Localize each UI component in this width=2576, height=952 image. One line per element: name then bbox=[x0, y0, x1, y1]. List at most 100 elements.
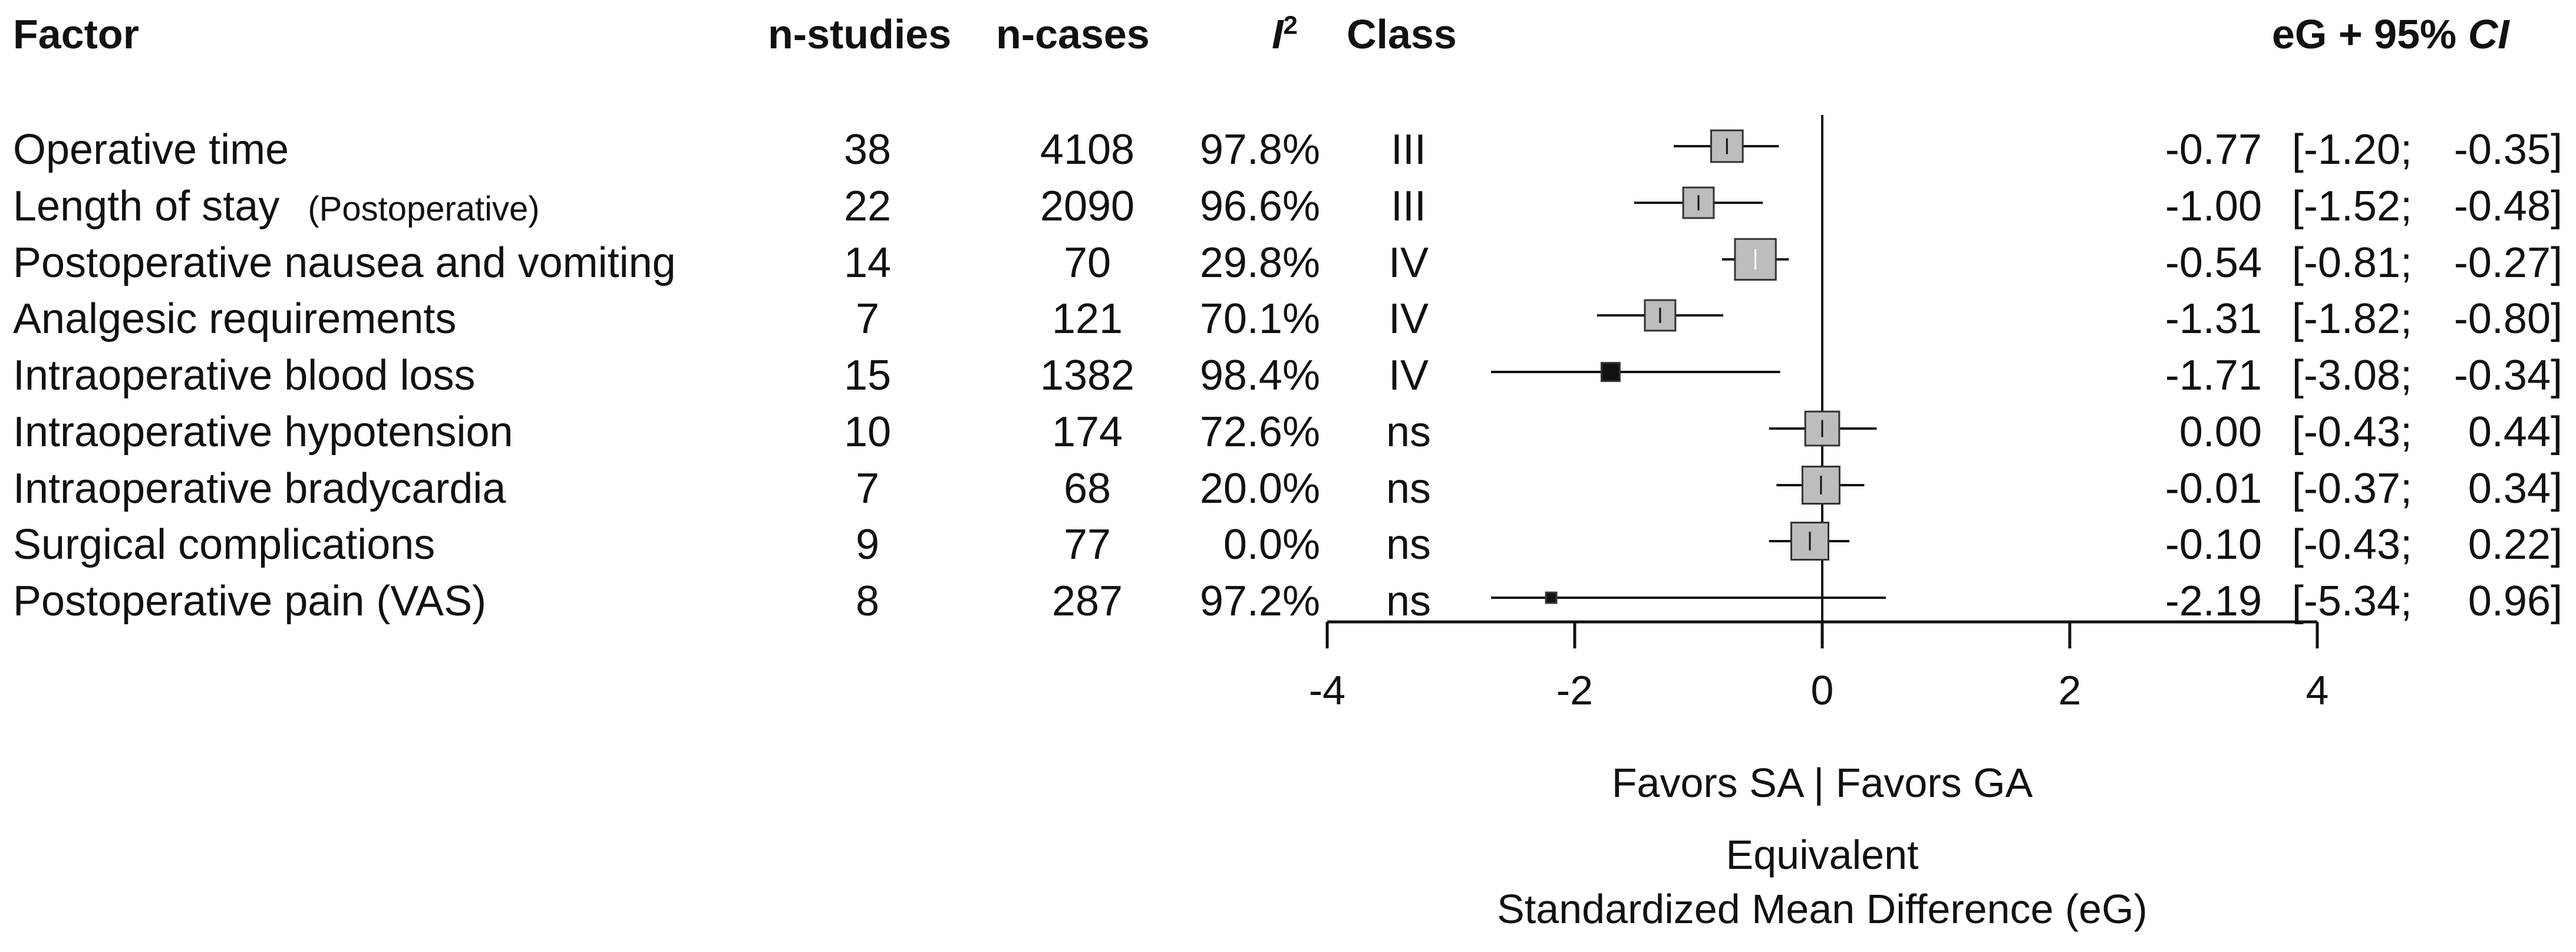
row-i2: 29.8% bbox=[1199, 239, 1320, 286]
x-tick-label: 4 bbox=[2306, 667, 2329, 713]
row-i2: 0.0% bbox=[1223, 521, 1320, 568]
row-eg-value: -0.01 bbox=[2165, 465, 2262, 512]
row-factor-note: (Postoperative) bbox=[308, 190, 540, 228]
row-n-cases: 121 bbox=[1051, 295, 1123, 342]
row-ci-upper: 0.22] bbox=[2468, 521, 2562, 568]
header-n-cases: n-cases bbox=[996, 11, 1150, 57]
row-n-cases: 77 bbox=[1063, 521, 1111, 568]
row-i2: 70.1% bbox=[1199, 295, 1320, 342]
header-factor: Factor bbox=[13, 11, 139, 57]
row-factor-label: Surgical complications bbox=[13, 521, 436, 568]
row-ci-lower: [-0.43; bbox=[2291, 521, 2412, 568]
row-class: III bbox=[1390, 126, 1427, 173]
row-i2: 98.4% bbox=[1199, 352, 1320, 399]
x-axis-title: Standardized Mean Difference (eG) bbox=[1497, 886, 2148, 932]
row-eg-value: -1.00 bbox=[2165, 183, 2262, 230]
row-n-cases: 2090 bbox=[1040, 183, 1135, 230]
row-ci-upper: -0.27] bbox=[2453, 239, 2562, 286]
row-n-studies: 10 bbox=[843, 409, 892, 456]
row-ci-upper: 0.34] bbox=[2468, 465, 2562, 512]
row-n-studies: 7 bbox=[855, 295, 880, 342]
row-factor-label: Analgesic requirements bbox=[13, 295, 457, 342]
row-eg-ci: 0.00 [-0.43; 0.44] bbox=[2179, 411, 2562, 453]
row-n-studies: 14 bbox=[843, 239, 892, 286]
header-n-studies: n-studies bbox=[768, 11, 952, 57]
row-factor: Analgesic requirements bbox=[13, 298, 456, 340]
row-factor: Operative time bbox=[13, 129, 289, 171]
row-eg-value: -1.31 bbox=[2165, 295, 2262, 342]
row-ci-lower: [-1.52; bbox=[2291, 183, 2412, 230]
row-factor: Intraoperative hypotension bbox=[13, 411, 513, 453]
row-class: IV bbox=[1388, 295, 1429, 342]
row-factor-label: Intraoperative blood loss bbox=[13, 352, 476, 399]
row-ci-lower: [-0.43; bbox=[2291, 409, 2412, 456]
row-factor: Postoperative pain (VAS) bbox=[13, 580, 486, 622]
row-eg-ci: -0.10 [-0.43; 0.22] bbox=[2165, 523, 2562, 566]
x-tick-label: 2 bbox=[2059, 667, 2082, 713]
header-eg-ci: eG + 95% CI bbox=[2272, 11, 2509, 58]
row-factor-label: Intraoperative bradycardia bbox=[13, 465, 506, 512]
row-factor: Postoperative nausea and vomiting bbox=[13, 242, 676, 284]
point-estimate-box bbox=[1682, 186, 1715, 219]
row-n-cases: 174 bbox=[1051, 409, 1123, 456]
row-n-studies: 15 bbox=[843, 352, 892, 399]
row-ci-lower: [-1.20; bbox=[2291, 126, 2412, 173]
row-ci-lower: [-0.81; bbox=[2291, 239, 2412, 286]
row-eg-value: -2.19 bbox=[2165, 578, 2262, 625]
row-ci-upper: -0.34] bbox=[2453, 352, 2562, 399]
row-i2: 72.6% bbox=[1199, 409, 1320, 456]
row-n-cases: 4108 bbox=[1040, 126, 1135, 173]
row-eg-ci: -0.77 [-1.20; -0.35] bbox=[2165, 129, 2562, 171]
row-i2: 20.0% bbox=[1199, 465, 1320, 512]
row-n-studies: 8 bbox=[855, 578, 880, 625]
row-eg-ci: -1.31 [-1.82; -0.80] bbox=[2165, 298, 2562, 340]
row-class: IV bbox=[1388, 352, 1429, 399]
row-i2: 97.2% bbox=[1199, 578, 1320, 625]
row-class: ns bbox=[1386, 465, 1432, 512]
row-factor: Surgical complications bbox=[13, 523, 435, 566]
row-factor: Length of stay (Postoperative) bbox=[13, 185, 540, 228]
row-ci-upper: -0.48] bbox=[2453, 183, 2562, 230]
row-n-studies: 38 bbox=[843, 126, 892, 173]
row-n-cases: 68 bbox=[1063, 465, 1111, 512]
row-i2: 97.8% bbox=[1199, 126, 1320, 173]
row-n-cases: 70 bbox=[1063, 239, 1111, 286]
row-ci-lower: [-3.08; bbox=[2291, 352, 2412, 399]
row-n-cases: 287 bbox=[1051, 578, 1123, 625]
row-n-studies: 9 bbox=[855, 521, 880, 568]
row-class: ns bbox=[1386, 578, 1432, 625]
row-eg-ci: -1.00 [-1.52; -0.48] bbox=[2165, 185, 2562, 228]
header-i2-sup: 2 bbox=[1283, 11, 1298, 40]
row-eg-value: -0.54 bbox=[2165, 239, 2262, 286]
row-factor: Intraoperative blood loss bbox=[13, 354, 475, 397]
row-ci-lower: [-0.37; bbox=[2291, 465, 2412, 512]
row-n-studies: 7 bbox=[855, 465, 880, 512]
row-eg-value: -0.10 bbox=[2165, 521, 2262, 568]
row-eg-ci: -0.54 [-0.81; -0.27] bbox=[2165, 242, 2562, 284]
row-n-studies: 22 bbox=[843, 183, 892, 230]
row-factor-label: Postoperative pain (VAS) bbox=[13, 578, 487, 625]
row-factor-label: Operative time bbox=[13, 126, 289, 173]
x-tick-label: -4 bbox=[1309, 667, 1345, 713]
row-class: ns bbox=[1386, 409, 1432, 456]
row-factor: Intraoperative bradycardia bbox=[13, 467, 506, 510]
row-eg-value: 0.00 bbox=[2179, 409, 2262, 456]
point-estimate-box bbox=[1600, 362, 1621, 382]
equivalence-label: Equivalent bbox=[1726, 832, 1919, 878]
row-class: III bbox=[1390, 183, 1427, 230]
x-tick-label: 0 bbox=[1811, 667, 1834, 713]
row-ci-upper: 0.96] bbox=[2468, 578, 2562, 625]
header-eg-ci-label: eG + 95% bbox=[2272, 11, 2457, 57]
header-ci-italic: CI bbox=[2468, 11, 2509, 57]
row-i2: 96.6% bbox=[1199, 183, 1320, 230]
row-eg-value: -0.77 bbox=[2165, 126, 2262, 173]
row-eg-ci: -0.01 [-0.37; 0.34] bbox=[2165, 467, 2562, 510]
row-class: IV bbox=[1388, 239, 1429, 286]
x-tick-label: -2 bbox=[1556, 667, 1593, 713]
row-ci-lower: [-5.34; bbox=[2291, 578, 2412, 625]
direction-label: Favors SA | Favors GA bbox=[1611, 760, 2033, 806]
header-class: Class bbox=[1347, 11, 1457, 57]
row-class: ns bbox=[1386, 521, 1432, 568]
row-factor-label: Length of stay bbox=[13, 183, 280, 230]
